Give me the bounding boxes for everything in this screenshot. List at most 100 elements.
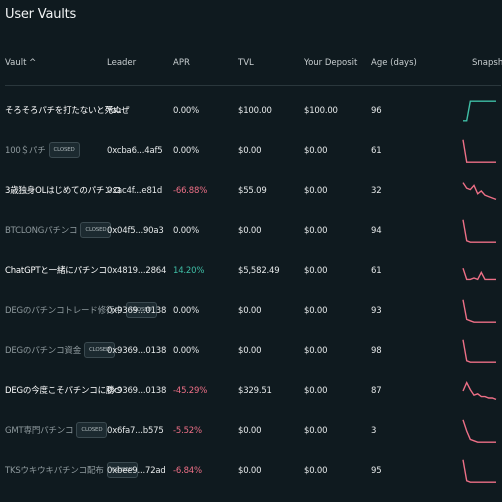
- tvl-value: $0.00: [238, 306, 262, 316]
- vault-name[interactable]: 3歳独身OLはじめてのパチンコ: [5, 186, 121, 196]
- snapshot-sparkline: [461, 455, 498, 487]
- closed-badge: CLOSED: [125, 301, 157, 318]
- column-header-snapshot: Snapshot: [472, 58, 502, 68]
- column-header-vault[interactable]: Vault ^: [5, 58, 37, 68]
- vault-name-cell: 100＄パチ CLOSED: [5, 131, 80, 171]
- tvl-value: $0.00: [238, 346, 262, 356]
- column-header-apr[interactable]: APR: [173, 58, 190, 68]
- snapshot-sparkline: [461, 415, 498, 447]
- vault-name[interactable]: GMT専門パチンコ: [5, 426, 74, 436]
- leader-address: 0x9369...0138: [107, 306, 167, 316]
- vault-name-cell: ChatGPTと一緒にパチンコ: [5, 251, 107, 291]
- tvl-value: $55.09: [238, 186, 267, 196]
- sparkline-line: [463, 100, 496, 122]
- closed-badge: CLOSED: [106, 461, 138, 478]
- sparkline-line: [462, 380, 497, 401]
- closed-badge: CLOSED: [48, 141, 80, 158]
- sparkline-line: [462, 419, 496, 443]
- deposit-value: $0.00: [304, 346, 328, 356]
- column-header-leader[interactable]: Leader: [107, 58, 137, 68]
- vault-name-cell: そろそろパチを打たないと死ぬぜ: [5, 91, 130, 131]
- vault-name[interactable]: DEGのパチンコトレード修行中: [5, 306, 123, 316]
- sparkline-line: [462, 219, 496, 243]
- apr-value: -45.29%: [173, 386, 208, 396]
- vault-name[interactable]: TKSウキウキパチンコ配布: [5, 466, 104, 476]
- leader-address: 0x04f5...90a3: [107, 226, 164, 236]
- tvl-value: $5,582.49: [238, 266, 280, 276]
- age-value: 94: [371, 226, 382, 236]
- closed-badge: CLOSED: [76, 421, 108, 438]
- tvl-value: $329.51: [238, 386, 272, 396]
- snapshot-sparkline: [461, 255, 498, 287]
- vault-name-cell: DEGのパチンコ資金 CLOSED: [5, 331, 116, 371]
- snapshot-sparkline: [461, 375, 498, 407]
- leader-address: 0x4819...2864: [107, 266, 167, 276]
- column-header-tvl[interactable]: TVL: [238, 58, 254, 68]
- deposit-value: $0.00: [304, 426, 328, 436]
- age-value: 61: [371, 266, 382, 276]
- age-value: 87: [371, 386, 382, 396]
- sparkline-line: [462, 267, 496, 281]
- leader-address: 0x9369...0138: [107, 386, 167, 396]
- sparkline-line: [462, 182, 497, 201]
- table-row[interactable]: GMT専門パチンコ CLOSED 0x6fa7...b575 -5.52% $0.…: [0, 411, 502, 451]
- vault-name-cell: DEGのパチンコトレード修行中 CLOSED: [5, 291, 157, 331]
- sparkline-line: [462, 459, 496, 483]
- apr-value: -5.52%: [173, 426, 202, 436]
- snapshot-sparkline: [461, 95, 498, 127]
- vault-name[interactable]: BTCLONGパチンコ: [5, 226, 78, 236]
- table-row[interactable]: BTCLONGパチンコ CLOSED 0x04f5...90a3 0.00% $0…: [0, 211, 502, 251]
- table-row[interactable]: 100＄パチ CLOSED 0xcba6...4af5 0.00% $0.00 $…: [0, 131, 502, 171]
- vault-name[interactable]: DEGのパチンコ資金: [5, 346, 82, 356]
- table-row[interactable]: ChatGPTと一緒にパチンコ 0x4819...2864 14.20% $5,…: [0, 251, 502, 291]
- tvl-value: $100.00: [238, 106, 272, 116]
- leader-address: 0x6fa7...b575: [107, 426, 164, 436]
- sparkline-line: [462, 339, 496, 363]
- table-row[interactable]: DEGの今度こそパチンコに勝つ 0x9369...0138 -45.29% $3…: [0, 371, 502, 411]
- deposit-value: $0.00: [304, 466, 328, 476]
- table-header: Vault ^ Leader APR TVL Your Deposit Age …: [0, 58, 502, 74]
- column-header-your-deposit[interactable]: Your Deposit: [304, 58, 358, 68]
- apr-value: 0.00%: [173, 346, 200, 356]
- closed-badge: CLOSED: [80, 221, 112, 238]
- vault-name[interactable]: 100＄パチ: [5, 146, 46, 156]
- table-row[interactable]: TKSウキウキパチンコ配布 CLOSED 0xbee9...72ad -6.84%…: [0, 451, 502, 491]
- table-row[interactable]: 3歳独身OLはじめてのパチンコ 0xac4f...e81d -66.88% $5…: [0, 171, 502, 211]
- tvl-value: $0.00: [238, 426, 262, 436]
- snapshot-sparkline: [461, 175, 498, 207]
- deposit-value: $0.00: [304, 306, 328, 316]
- header-divider: [5, 85, 501, 86]
- column-header-age[interactable]: Age (days): [371, 58, 417, 68]
- age-value: 96: [371, 106, 382, 116]
- table-row[interactable]: そろそろパチを打たないと死ぬぜ You 0.00% $100.00 $100.0…: [0, 91, 502, 131]
- apr-value: 0.00%: [173, 146, 200, 156]
- vault-name-cell: 3歳独身OLはじめてのパチンコ: [5, 171, 121, 211]
- page-title: User Vaults: [5, 7, 77, 22]
- age-value: 98: [371, 346, 382, 356]
- sparkline-line: [462, 299, 496, 323]
- snapshot-sparkline: [461, 335, 498, 367]
- vault-name-cell: DEGの今度こそパチンコに勝つ: [5, 371, 123, 411]
- tvl-value: $0.00: [238, 466, 262, 476]
- vault-name[interactable]: ChatGPTと一緒にパチンコ: [5, 266, 107, 276]
- sparkline-line: [462, 139, 496, 163]
- age-value: 32: [371, 186, 382, 196]
- vault-name-cell: GMT専門パチンコ CLOSED: [5, 411, 108, 451]
- vault-name-cell: TKSウキウキパチンコ配布 CLOSED: [5, 451, 138, 491]
- age-value: 93: [371, 306, 382, 316]
- snapshot-sparkline: [461, 215, 498, 247]
- closed-badge: CLOSED: [84, 341, 116, 358]
- vault-name-cell: BTCLONGパチンコ CLOSED: [5, 211, 112, 251]
- vault-name[interactable]: DEGの今度こそパチンコに勝つ: [5, 386, 123, 396]
- leader-address: 0x9369...0138: [107, 346, 167, 356]
- deposit-value: $0.00: [304, 146, 328, 156]
- apr-value: 0.00%: [173, 226, 200, 236]
- age-value: 95: [371, 466, 382, 476]
- leader-address: 0xcba6...4af5: [107, 146, 163, 156]
- tvl-value: $0.00: [238, 146, 262, 156]
- table-row[interactable]: DEGのパチンコトレード修行中 CLOSED 0x9369...0138 0.00…: [0, 291, 502, 331]
- apr-value: -66.88%: [173, 186, 208, 196]
- vault-name[interactable]: そろそろパチを打たないと死ぬぜ: [5, 106, 130, 116]
- table-row[interactable]: DEGのパチンコ資金 CLOSED 0x9369...0138 0.00% $0.…: [0, 331, 502, 371]
- apr-value: 14.20%: [173, 266, 205, 276]
